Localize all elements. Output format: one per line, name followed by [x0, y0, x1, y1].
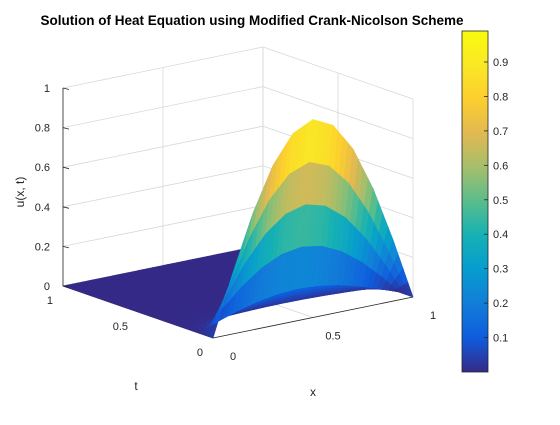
z-tick-mark [63, 246, 69, 248]
colorbar-tick-label: 0.5 [493, 195, 508, 207]
z-tick-mark [63, 88, 69, 90]
colorbar-gradient [462, 31, 488, 372]
x-tick-label: 1 [430, 310, 436, 322]
z-tick-label: 0.8 [35, 123, 50, 135]
colorbar-tick-label: 0.4 [493, 229, 508, 241]
colorbar-tick-label: 0.7 [493, 126, 508, 138]
z-tick-mark [63, 128, 69, 130]
colorbar: 0.1 0.2 0.3 0.4 0.5 0.6 0.7 0.8 0.9 [462, 31, 508, 372]
z-tick-mark [63, 167, 69, 169]
z-tick-mark [63, 207, 69, 209]
colorbar-tick-label: 0.8 [493, 91, 508, 103]
colorbar-tick-label: 0.9 [493, 57, 508, 69]
z-tick-label: 0 [44, 281, 50, 293]
colorbar-tick-label: 0.1 [493, 333, 508, 345]
colorbar-tick-label: 0.6 [493, 160, 508, 172]
z-tick-label: 0.2 [35, 241, 50, 253]
z-axis-label: u(x, t) [13, 177, 27, 208]
t-tick-label: 0.5 [113, 321, 128, 333]
t-tick-label: 0 [197, 347, 203, 359]
colorbar-tick-label: 0.2 [493, 298, 508, 310]
chart-title: Solution of Heat Equation using Modified… [40, 13, 464, 28]
z-tick-label: 0.4 [35, 202, 50, 214]
x-tick-label: 0 [230, 351, 236, 363]
y-axis-label: t [134, 379, 138, 393]
x-axis-label: x [310, 385, 316, 399]
z-tick-label: 0.6 [35, 162, 50, 174]
z-tick-label: 1 [44, 83, 50, 95]
x-tick-label: 0.5 [325, 331, 340, 343]
colorbar-tick-label: 0.3 [493, 264, 508, 276]
t-tick-label: 1 [47, 295, 53, 307]
surface-plot [63, 120, 413, 339]
